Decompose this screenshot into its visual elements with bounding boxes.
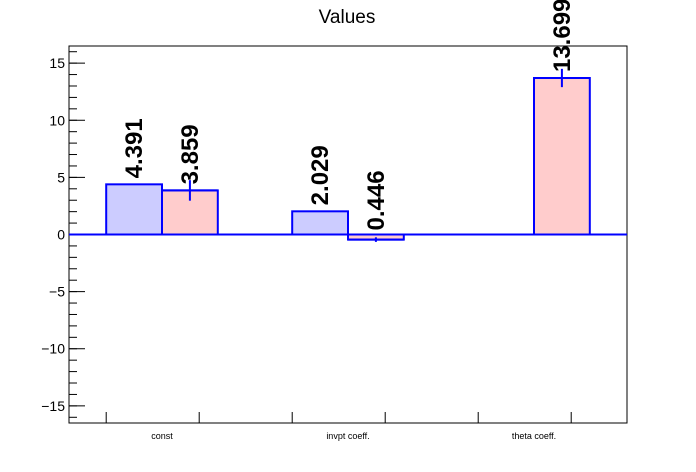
bar xyxy=(105,183,163,236)
data-labels: 4.391 2.029 3.859 0.446 13.699 xyxy=(121,0,576,231)
bars xyxy=(105,68,591,242)
y-tick-label: 0 xyxy=(57,227,65,243)
category-label: theta coeff. xyxy=(512,431,556,441)
y-tick-label: 5 xyxy=(57,169,65,185)
y-tick-label: 10 xyxy=(49,112,65,128)
category-label: const xyxy=(151,431,173,441)
category-labels: const invpt coeff. theta coeff. xyxy=(151,431,556,441)
bar-value-label: 3.859 xyxy=(177,124,204,184)
bar xyxy=(533,76,591,236)
bar xyxy=(291,210,350,236)
y-tick-label: 15 xyxy=(49,55,65,71)
category-label: invpt coeff. xyxy=(326,431,369,441)
bar-value-label: 4.391 xyxy=(121,118,148,178)
y-tick-label: −10 xyxy=(41,341,65,357)
y-tick-label: −5 xyxy=(49,284,65,300)
y-tick-label: −15 xyxy=(41,398,65,414)
bar-value-label: 2.029 xyxy=(307,145,334,205)
bar-value-label: 13.699 xyxy=(549,0,576,72)
bar-value-label: 0.446 xyxy=(363,170,390,230)
chart-title: Values xyxy=(319,7,376,28)
bar xyxy=(161,189,219,236)
